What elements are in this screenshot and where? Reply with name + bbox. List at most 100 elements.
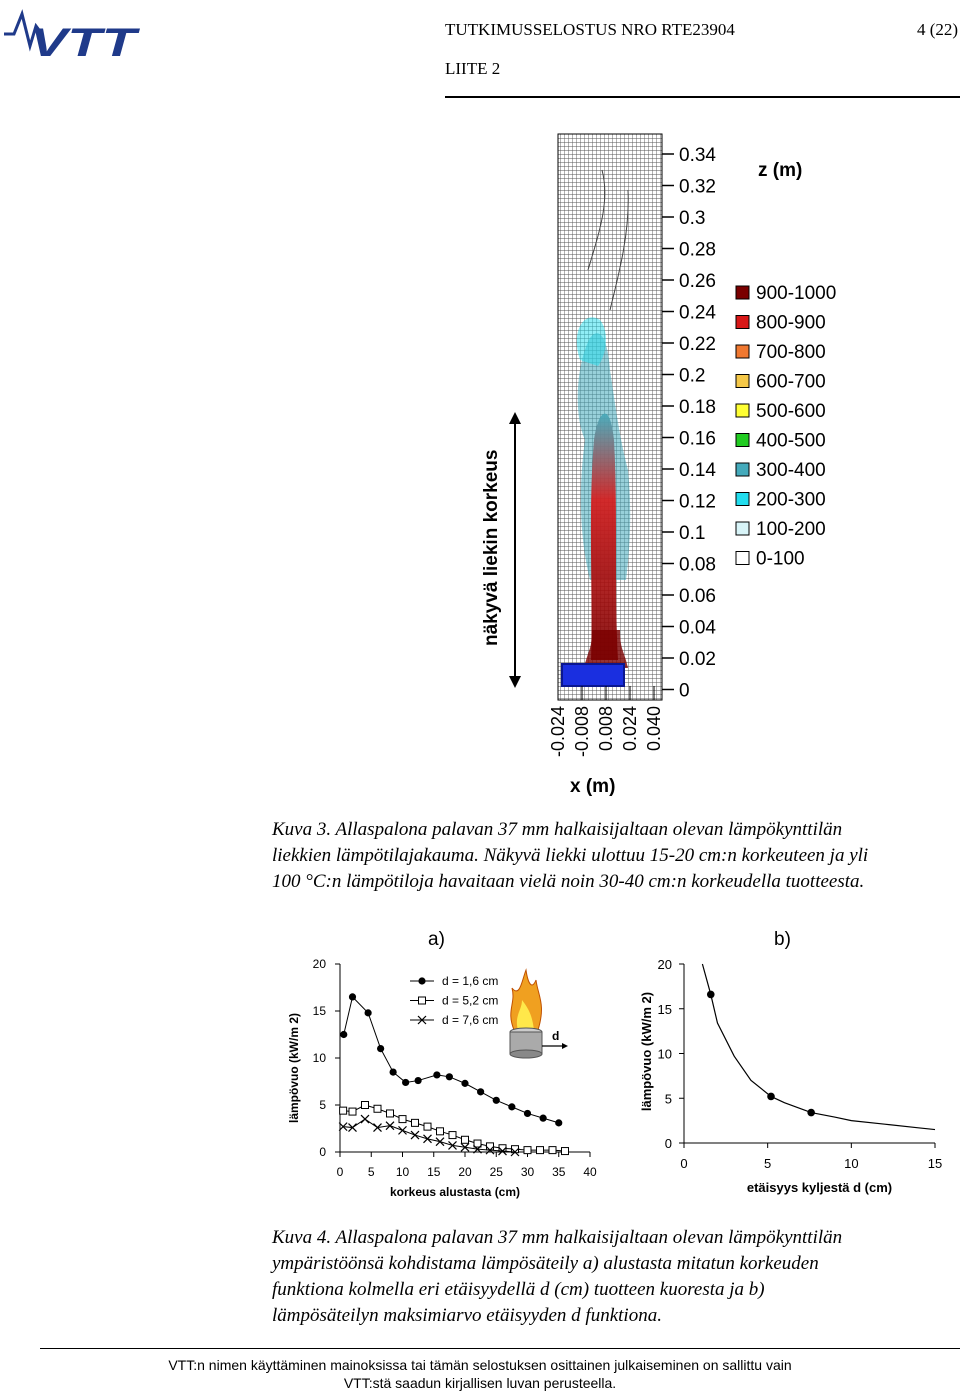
data-point: [539, 1114, 547, 1122]
z-tick-label: 0.26: [679, 271, 716, 292]
data-point: [460, 1142, 470, 1152]
panel-label-a: a): [428, 929, 445, 950]
legend-label: 900-1000: [756, 283, 836, 304]
footer-divider: [40, 1348, 960, 1349]
y-axis-title: lämpövuo (kW/m 2): [287, 1013, 301, 1123]
x-mark: [423, 1134, 432, 1144]
z-tick-label: 0.12: [679, 492, 716, 513]
z-tick-label: 0.18: [679, 397, 716, 418]
x-tick-label: 0: [680, 1156, 687, 1171]
data-point: [548, 1146, 557, 1155]
x-axis-title: korkeus alustasta (cm): [390, 1185, 520, 1199]
x-mark: [473, 1144, 482, 1154]
legend-label: 100-200: [756, 519, 826, 540]
data-point: [436, 1127, 444, 1136]
figure4-caption-line: Kuva 4. Allaspalona palavan 37 mm halkai…: [272, 1227, 843, 1248]
data-point: [767, 1092, 775, 1101]
data-point: [492, 1096, 500, 1104]
data-point: [706, 990, 715, 999]
z-tick-label: 0.16: [679, 429, 716, 450]
inset-d-label: d: [552, 1029, 559, 1043]
legend-swatch: [735, 403, 750, 418]
temperature-legend: 900-1000 800-900 700-800 600-700 500-600 400-…: [735, 283, 836, 570]
legend-swatch: [735, 285, 750, 300]
z-tick-label: 0.14: [679, 460, 716, 481]
data-point: [348, 1123, 357, 1132]
x-mark: [373, 1123, 382, 1132]
z-tick-label: 0.22: [679, 334, 716, 355]
legend-marker: [418, 996, 426, 1005]
x-tick-label: 40: [583, 1165, 597, 1179]
data-point: [508, 1103, 516, 1111]
x-mark: [360, 1114, 370, 1124]
z-tick-label: 0.24: [679, 303, 716, 324]
visible-flame-height-label: näkyvä liekin korkeus: [481, 450, 502, 646]
arrow-up-icon: [509, 412, 521, 424]
data-point: [807, 1108, 815, 1117]
legend-swatch: [735, 374, 750, 388]
data-point: [339, 1106, 348, 1115]
x-tick-label: 35: [552, 1165, 566, 1179]
legend-swatch: [735, 551, 750, 565]
footer-notice-line1: VTT:n nimen käyttäminen mainoksissa tai …: [168, 1357, 792, 1373]
z-tick-label: 0.3: [679, 208, 705, 229]
y-axis-title: lämpövuo (kW/m 2): [639, 992, 654, 1111]
legend-label: 800-900: [756, 313, 826, 334]
data-point: [364, 1009, 372, 1017]
data-point: [398, 1115, 407, 1124]
data-point: [448, 1131, 457, 1140]
x-tick-label: 0.008: [596, 706, 616, 751]
data-point: [423, 1122, 432, 1131]
data-point: [377, 1045, 385, 1053]
figure3-caption-line: Kuva 3. Allaspalona palavan 37 mm halkai…: [272, 819, 843, 840]
data-point: [523, 1109, 532, 1118]
x-axis-title: etäisyys kyljestä d (cm): [747, 1180, 892, 1195]
data-point: [510, 1147, 520, 1157]
y-tick-label: 0: [319, 1145, 326, 1159]
data-point: [461, 1135, 469, 1144]
x-mark: [398, 1125, 407, 1135]
chart-a-marks: [338, 993, 569, 1157]
figure4b-chart: b) 0 5 10 15 20 15 10 5 0 etäisyys kyljestä d (cm…: [639, 929, 942, 1195]
data-point: [361, 1101, 369, 1109]
x-axis: -0.024 -0.008 0.008 0.024 0.040: [548, 686, 664, 757]
x-mark: [498, 1146, 507, 1156]
x-mark: [348, 1123, 357, 1132]
z-tick-label: 0.34: [679, 145, 716, 166]
chart-b-axes: 0 5 10 15 20 15 10 5 0 etäisyys kyljestä d (cm) lä…: [639, 957, 942, 1195]
figure4-caption-line: lämpösäteilyn maksimiarvo etäisyyden d f…: [272, 1305, 662, 1326]
vtt-logo-text: VTT: [30, 21, 140, 62]
legend-label: 0-100: [756, 549, 805, 570]
x-mark: [460, 1142, 470, 1152]
data-point: [536, 1146, 544, 1155]
appendix-label: LIITE 2: [445, 59, 501, 78]
x-mark: [338, 1122, 348, 1132]
z-tick-label: 0.28: [679, 240, 716, 261]
figure3-caption-line: liekkien lämpötilajakauma. Näkyvä liekki…: [272, 845, 869, 866]
data-point: [385, 1121, 395, 1131]
data-point: [410, 1130, 420, 1140]
figure4a-chart: a) 0 5 10 15 20 25 30 35 40 20 15 10 5 0 korkeus alust…: [287, 929, 597, 1199]
legend-marker: [418, 977, 426, 985]
data-point: [461, 1079, 469, 1087]
page-number: 4 (22): [917, 20, 959, 39]
z-tick-label: 0.06: [679, 586, 716, 607]
x-tick-label: 0: [337, 1165, 344, 1179]
x-mark: [485, 1145, 495, 1155]
flame-core: [590, 413, 618, 660]
x-mark: [385, 1121, 395, 1131]
footer-notice-line2: VTT:stä saadun kirjallisen luvan peruste…: [343, 1375, 617, 1391]
data-point: [402, 1078, 410, 1087]
x-tick-label: 10: [396, 1165, 410, 1179]
plume-contours: [587, 169, 629, 311]
legend-label: 300-400: [756, 460, 826, 481]
figure4-caption-line: ympäristöönsä kohdistama lämpösäteily a)…: [272, 1253, 819, 1274]
legend-swatch: [735, 492, 750, 506]
y-tick-label: 10: [313, 1051, 327, 1065]
data-point: [348, 993, 357, 1001]
x-tick-label: 15: [427, 1165, 441, 1179]
x-tick-label: 15: [928, 1156, 942, 1171]
z-tick-label: 0.08: [679, 555, 716, 576]
fit-curve: [701, 963, 936, 1131]
data-point: [435, 1137, 445, 1147]
